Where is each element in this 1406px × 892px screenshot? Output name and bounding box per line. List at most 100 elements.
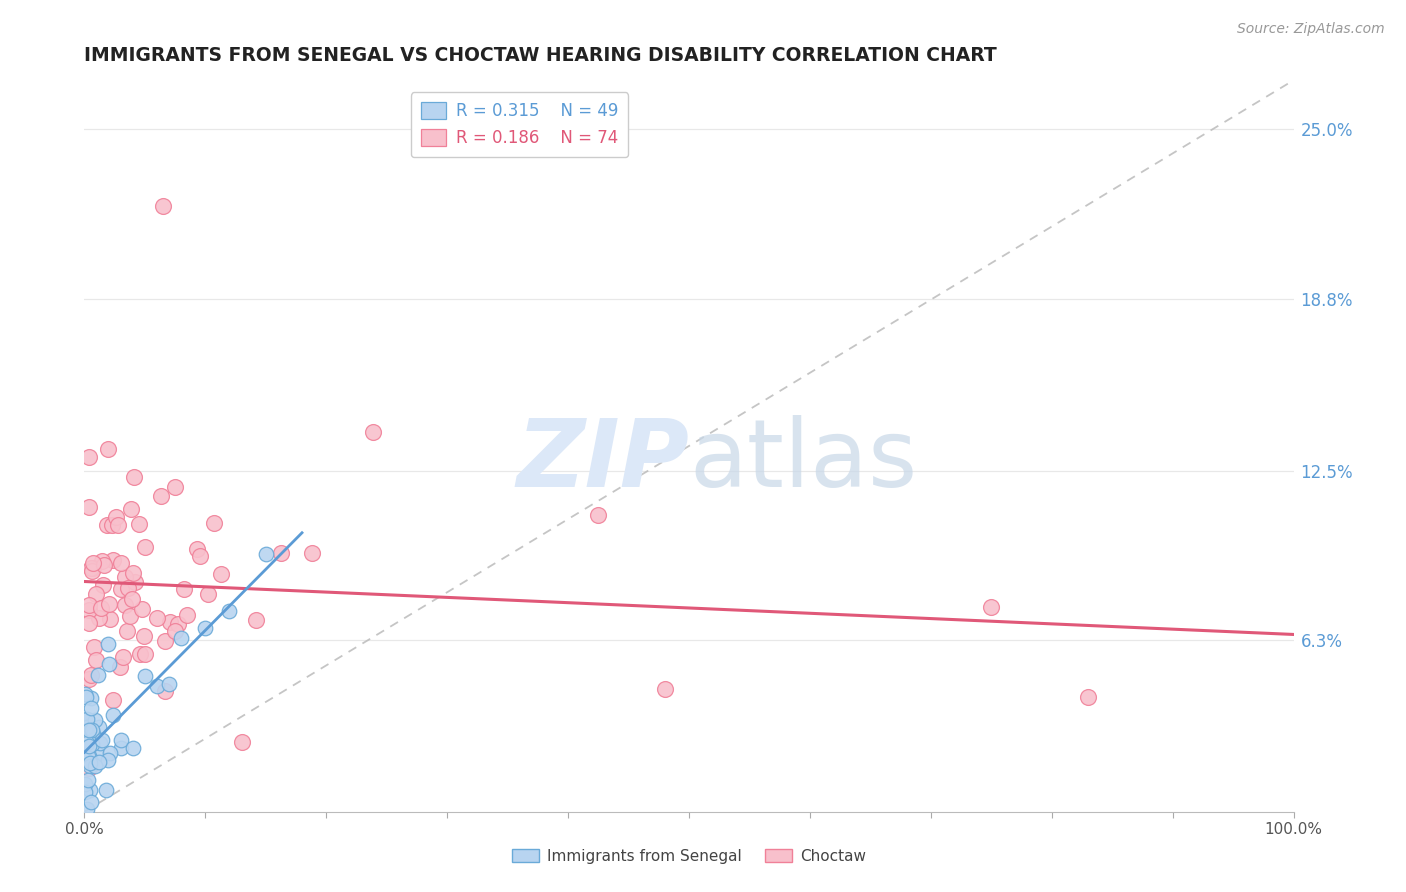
Point [270,546,292,560]
Point [586,508,609,522]
Point [77,450,100,464]
Point [131,601,153,615]
Point [361,425,384,440]
Point [96,518,118,533]
Point [80,701,103,715]
Point [87,611,110,625]
Point [167,617,190,632]
Point [146,679,169,693]
Point [86,587,108,601]
Point [77,602,100,616]
Point [97,752,120,766]
Point [77,672,100,686]
Point [1077,690,1099,704]
Point [132,628,155,642]
Point [170,631,193,645]
Point [110,741,132,756]
Point [80,723,103,738]
Point [90,601,112,615]
Text: ZIP: ZIP [516,415,689,507]
Point [153,634,176,648]
Point [82,565,104,579]
Point [80,722,103,736]
Point [101,518,124,533]
Point [86,747,108,761]
Point [101,553,124,567]
Point [152,199,174,213]
Point [77,615,100,630]
Point [159,615,181,629]
Point [120,609,142,624]
Point [150,489,173,503]
Point [91,733,114,747]
Point [121,566,143,581]
Point [77,739,100,753]
Point [163,624,186,638]
Point [155,683,177,698]
Point [301,546,323,560]
Point [98,612,121,626]
Point [197,587,219,601]
Point [75,690,97,705]
Point [157,677,180,691]
Point [87,667,110,681]
Point [134,669,156,683]
Point [101,692,124,706]
Point [218,604,240,618]
Point [77,761,100,775]
Point [108,660,131,674]
Point [121,741,143,756]
Point [112,649,135,664]
Point [128,516,150,531]
Point [654,681,676,696]
Point [84,653,107,667]
Point [76,749,98,764]
Point [87,755,110,769]
Point [97,637,120,651]
Point [76,802,98,816]
Point [120,502,142,516]
Point [97,657,120,671]
Point [82,556,104,570]
Point [84,759,107,773]
Point [89,736,111,750]
Point [110,733,132,747]
Legend: Immigrants from Senegal, Choctaw: Immigrants from Senegal, Choctaw [506,843,872,870]
Point [209,567,232,582]
Point [77,773,100,788]
Point [176,607,198,622]
Point [186,541,208,556]
Point [202,516,225,531]
Point [107,518,129,533]
Point [93,558,115,573]
Point [254,547,277,561]
Point [194,621,217,635]
Point [84,713,107,727]
Point [110,556,132,570]
Point [80,756,103,770]
Point [80,737,103,751]
Point [114,598,136,612]
Point [82,727,104,741]
Point [87,720,110,734]
Point [115,624,138,639]
Point [146,611,169,625]
Point [98,597,121,611]
Point [114,569,136,583]
Point [188,549,211,563]
Point [94,783,117,797]
Point [80,668,103,682]
Point [73,785,96,799]
Point [121,592,143,607]
Point [173,582,195,596]
Point [98,746,121,760]
Point [245,613,267,627]
Point [77,598,100,612]
Point [104,510,127,524]
Text: Source: ZipAtlas.com: Source: ZipAtlas.com [1237,22,1385,37]
Point [79,795,101,809]
Point [80,561,103,575]
Text: atlas: atlas [689,415,917,507]
Point [77,749,100,764]
Point [73,777,96,791]
